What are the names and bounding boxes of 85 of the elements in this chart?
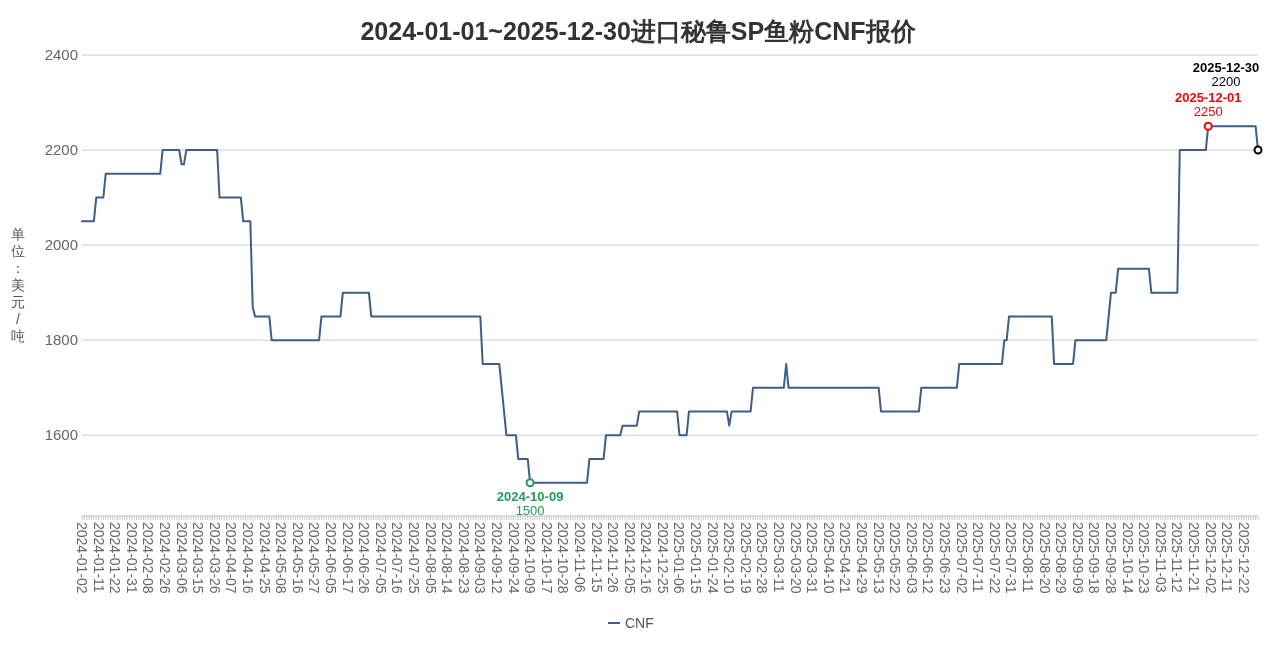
x-tick-label: 2024-03-06	[173, 522, 190, 594]
x-tick-label: 2025-04-21	[837, 522, 854, 594]
y-tick-label: 2200	[44, 141, 78, 159]
x-tick-label: 2024-03-26	[206, 522, 223, 594]
y-tick-label: 2400	[44, 46, 78, 63]
x-tick-label: 2024-01-11	[90, 522, 107, 593]
x-tick-label: 2025-02-19	[737, 522, 754, 594]
x-tick-label: 2025-07-02	[953, 522, 970, 594]
x-tick-label: 2025-02-10	[721, 522, 738, 594]
x-tick-label: 2025-05-13	[870, 522, 887, 594]
x-tick-label: 2025-06-12	[920, 522, 937, 594]
x-tick-label: 2024-02-08	[140, 522, 157, 594]
x-tick-label: 2024-06-05	[322, 522, 339, 594]
x-tick-label: 2024-05-16	[289, 522, 306, 594]
x-tick-label: 2024-07-05	[372, 522, 389, 594]
y-axis-title: 单位：美元/吨	[11, 226, 25, 344]
x-tick-label: 2025-07-22	[986, 522, 1003, 594]
y-tick-label: 2000	[44, 236, 78, 254]
x-tick-label: 2025-08-11	[1020, 522, 1037, 593]
x-tick-label: 2024-11-06	[571, 522, 588, 593]
x-tick-label: 2024-04-25	[256, 522, 273, 594]
x-tick-label: 2025-03-20	[787, 522, 804, 594]
x-tick-label: 2025-04-29	[854, 522, 871, 594]
x-tick-label: 2025-01-15	[688, 522, 705, 594]
x-tick-label: 2024-08-05	[422, 522, 439, 594]
x-tick-label: 2025-10-23	[1136, 522, 1153, 594]
x-tick-label: 2024-05-08	[273, 522, 290, 594]
x-tick-label: 2025-12-11	[1219, 522, 1236, 593]
x-tick-label: 2024-05-27	[306, 522, 323, 594]
x-tick-label: 2025-09-18	[1086, 522, 1103, 594]
x-tick-label: 2025-11-21	[1185, 522, 1202, 593]
x-tick-label: 2024-08-23	[455, 522, 472, 594]
x-tick-label: 2025-05-22	[887, 522, 904, 594]
x-tick-label: 2024-12-16	[638, 522, 655, 594]
x-tick-label: 2024-03-15	[190, 522, 207, 594]
x-tick-label: 2024-06-17	[339, 522, 356, 594]
x-tick-label: 2025-09-09	[1069, 522, 1086, 594]
x-tick-label: 2025-11-03	[1152, 522, 1169, 593]
annotation: 2024-10-09	[496, 488, 564, 504]
annotation: 2025-12-01	[1174, 90, 1242, 106]
x-tick-label: 2025-12-02	[1202, 522, 1219, 594]
x-tick-label: 2025-09-28	[1103, 522, 1119, 594]
annotation: 2025-12-30	[1192, 60, 1260, 76]
y-tick-label: 1800	[44, 331, 78, 349]
legend-label: CNF	[625, 615, 654, 631]
x-tick-label: 2024-02-26	[156, 522, 173, 594]
x-tick-label: 2025-03-31	[804, 522, 821, 594]
x-tick-label: 2025-01-06	[671, 522, 688, 594]
x-tick-label: 2024-01-02	[74, 522, 90, 594]
x-tick-label: 2025-11-12	[1169, 522, 1186, 593]
x-tick-label: 2024-07-16	[389, 522, 406, 594]
x-tick-label: 2024-08-14	[439, 522, 456, 594]
x-tick-label: 2025-07-11	[970, 522, 987, 593]
x-tick-label: 2024-06-26	[356, 522, 373, 594]
x-tick-label: 2025-07-31	[1003, 522, 1020, 594]
annotation: 1500	[515, 502, 545, 518]
annotation: 2200	[1211, 74, 1241, 90]
y-tick-label: 1600	[44, 426, 78, 444]
x-tick-label: 2024-01-31	[123, 522, 140, 594]
x-tick-label: 2024-09-24	[505, 522, 522, 594]
x-tick-label: 2025-12-22	[1235, 522, 1252, 594]
x-tick-label: 2024-01-22	[107, 522, 124, 594]
x-tick-label: 2024-11-15	[588, 522, 605, 593]
x-tick-label: 2025-08-20	[1036, 522, 1053, 594]
x-tick-label: 2024-12-25	[654, 522, 671, 594]
x-tick-label: 2025-01-24	[704, 522, 721, 594]
x-tick-label: 2024-09-12	[488, 522, 505, 594]
x-tick-label: 2024-10-17	[538, 522, 555, 594]
x-tick-label: 2024-07-25	[405, 522, 422, 594]
x-tick-label: 2024-09-03	[472, 522, 489, 594]
chart-title: 2024-01-01~2025-12-30进口秘鲁SP鱼粉CNF报价	[360, 17, 917, 45]
x-tick-label: 2025-04-10	[820, 522, 837, 594]
x-tick-label: 2025-02-28	[754, 522, 771, 594]
x-tick-label: 2024-04-07	[223, 522, 240, 594]
x-tick-label: 2024-10-28	[555, 522, 572, 594]
x-tick-label: 2024-04-16	[239, 522, 256, 594]
x-tick-label: 2025-06-23	[937, 522, 954, 594]
x-tick-label: 2024-10-09	[522, 522, 539, 594]
x-tick-label: 2024-12-05	[621, 522, 638, 594]
x-tick-label: 2025-08-29	[1053, 522, 1070, 594]
x-tick-label: 2025-10-14	[1119, 522, 1136, 594]
x-tick-label: 2025-06-03	[903, 522, 920, 594]
x-tick-label: 2025-03-11	[771, 522, 788, 593]
x-tick-label: 2024-11-26	[605, 522, 622, 593]
annotation: 2250	[1193, 104, 1223, 120]
